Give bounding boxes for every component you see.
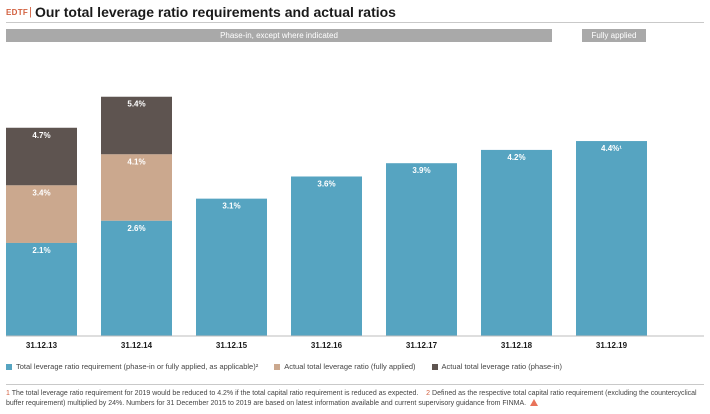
footnotes-rule — [6, 384, 704, 385]
bar-phase-in-0 — [6, 127, 77, 186]
footnote-2-marker: 2 — [426, 390, 431, 397]
label-requirement-1: 2.6% — [127, 224, 145, 233]
label-phase-in-1: 5.4% — [127, 100, 145, 109]
fully-applied-band: Fully applied — [582, 29, 646, 42]
x-tick-label-1: 31.12.14 — [121, 341, 153, 350]
legend: Total leverage ratio requirement (phase-… — [6, 362, 578, 371]
legend-label-fully-applied: Actual total leverage ratio (fully appli… — [284, 362, 416, 371]
footnote-2-text: Defined as the respective total capital … — [6, 390, 697, 407]
bar-phase-in-1 — [101, 96, 172, 155]
header-separator: | — [29, 6, 32, 18]
footnotes: 1 The total leverage ratio requirement f… — [6, 389, 706, 409]
bar-requirement-6 — [576, 141, 647, 336]
bar-requirement-5 — [481, 149, 552, 336]
bar-requirement-4 — [386, 163, 457, 336]
x-tick-label-6: 31.12.19 — [596, 341, 628, 350]
bar-requirement-0 — [6, 242, 77, 336]
label-requirement-4: 3.9% — [412, 166, 430, 175]
bar-requirement-2 — [196, 198, 267, 336]
bar-fully-applied-0 — [6, 185, 77, 243]
legend-item-requirement: Total leverage ratio requirement (phase-… — [6, 362, 258, 371]
legend-swatch-requirement — [6, 363, 12, 370]
bar-requirement-1 — [101, 220, 172, 336]
edtf-tag: EDTF — [6, 7, 29, 17]
legend-item-fully-applied: Actual total leverage ratio (fully appli… — [274, 362, 416, 371]
label-phase-in-0: 4.7% — [32, 131, 50, 140]
legend-label-requirement: Total leverage ratio requirement (phase-… — [16, 362, 259, 371]
legend-item-phase-in: Actual total leverage ratio (phase-in) — [431, 362, 563, 371]
x-tick-label-4: 31.12.17 — [406, 341, 438, 350]
x-tick-label-0: 31.12.13 — [26, 341, 58, 350]
x-tick-label-5: 31.12.18 — [501, 341, 533, 350]
footnote-1-text: The total leverage ratio requirement for… — [11, 390, 419, 397]
phase-in-band: Phase-in, except where indicated — [6, 29, 552, 42]
label-requirement-0: 2.1% — [32, 246, 50, 255]
x-tick-label-2: 31.12.15 — [216, 341, 248, 350]
title-rule — [6, 22, 704, 23]
x-tick-label-3: 31.12.16 — [311, 341, 343, 350]
finma-triangle-icon — [530, 399, 539, 406]
label-requirement-2: 3.1% — [222, 202, 240, 211]
label-requirement-5: 4.2% — [507, 153, 525, 162]
label-fully-applied-1: 4.1% — [127, 157, 145, 166]
chart-title: Our total leverage ratio requirements an… — [34, 4, 396, 20]
legend-label-phase-in: Actual total leverage ratio (phase-in) — [441, 362, 563, 371]
bar-fully-applied-1 — [101, 154, 172, 221]
label-fully-applied-0: 3.4% — [32, 188, 50, 197]
label-requirement-3: 3.6% — [317, 179, 335, 188]
footnote-1-marker: 1 — [6, 390, 10, 397]
legend-swatch-fully-applied — [274, 363, 281, 370]
bar-chart: 4.7% 3.4% 2.1% 31.12.13 5.4% 4.1% 2.6% 31.12.14… — [6, 96, 704, 350]
bar-requirement-3 — [291, 176, 362, 336]
legend-swatch-phase-in — [431, 363, 438, 370]
chart-header: EDTF | Our total leverage ratio requirem… — [6, 3, 396, 21]
label-requirement-6: 4.4%¹ — [601, 144, 622, 153]
